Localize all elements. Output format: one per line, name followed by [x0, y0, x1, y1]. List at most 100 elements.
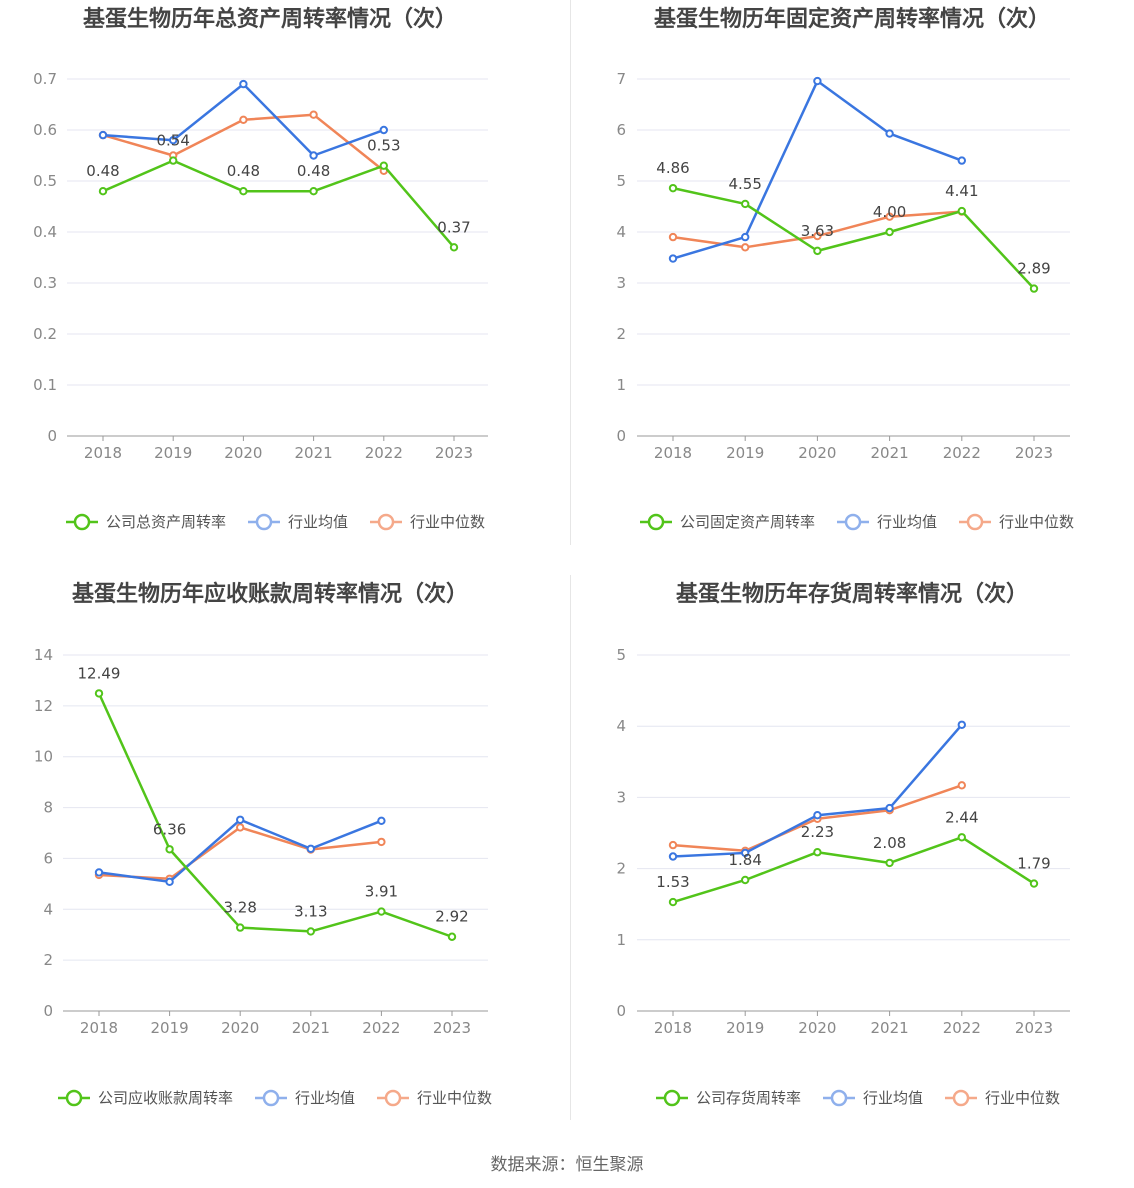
y-tick-label: 5 [616, 172, 626, 190]
y-tick-label: 4 [43, 900, 53, 918]
data-point-company [813, 246, 822, 256]
data-point-company [449, 243, 459, 252]
data-source-footer: 数据来源：恒生聚源 [490, 1155, 644, 1175]
data-point-company [1029, 879, 1039, 888]
chart-panel-3: 基蛋生物历年应收账款周转率情况（次） 0 2 4 6 8 10 12 14 2018 2019 202… [34, 581, 492, 1107]
x-tick-label: 2019 [726, 1019, 764, 1037]
x-tick-label: 2022 [362, 1019, 400, 1037]
data-point-median [236, 823, 245, 832]
data-label: 3.63 [801, 222, 834, 240]
data-point-company [306, 927, 315, 936]
chart-panel-2: 基蛋生物历年固定资产周转率情况（次） 0 1 2 3 4 5 6 7 2018 2019 2020 20… [616, 6, 1074, 531]
y-tick-label: 3 [616, 274, 626, 292]
x-tick-label: 2022 [365, 444, 403, 462]
data-label: 2.44 [945, 808, 978, 826]
data-label: 4.55 [728, 175, 761, 193]
data-point-avg [668, 254, 678, 263]
data-point-company [957, 206, 966, 216]
data-label: 0.37 [437, 218, 470, 236]
x-tick-label: 2020 [798, 1019, 836, 1037]
data-point-avg [94, 868, 104, 877]
data-point-company [668, 183, 678, 193]
data-point-avg [236, 815, 245, 824]
y-tick-label: 0 [43, 1002, 53, 1020]
y-tick-label: 6 [616, 121, 626, 139]
data-label: 1.84 [728, 851, 761, 869]
y-tick-label: 0.3 [33, 274, 57, 292]
data-point-company [169, 156, 178, 165]
data-point-avg [957, 156, 966, 165]
data-point-median [377, 837, 386, 847]
data-label: 1.53 [656, 873, 689, 891]
x-tick-label: 2023 [1015, 1019, 1053, 1037]
legend-marker-avg [255, 513, 273, 531]
data-point-median [668, 840, 678, 850]
x-tick-label: 2020 [224, 444, 262, 462]
x-tick-label: 2020 [798, 444, 836, 462]
data-point-avg [813, 76, 822, 86]
data-label: 4.41 [945, 182, 978, 200]
legend-marker-company [647, 513, 665, 531]
data-label: 2.08 [873, 834, 906, 852]
data-point-company [377, 907, 386, 916]
data-label: 0.53 [367, 137, 400, 155]
legend-marker-median [966, 513, 984, 531]
y-tick-label: 0 [616, 427, 626, 445]
x-tick-label: 2020 [221, 1019, 259, 1037]
data-point-median [813, 231, 822, 241]
chart-title: 基蛋生物历年应收账款周转率情况（次） [72, 581, 468, 607]
data-point-avg [98, 130, 108, 140]
y-tick-label: 0.2 [33, 325, 57, 343]
data-point-company [957, 833, 966, 842]
series-line-median [98, 826, 382, 881]
legend-label-avg: 行业均值 [295, 1089, 355, 1107]
y-tick-label: 4 [616, 717, 626, 735]
x-tick-label: 2022 [943, 444, 981, 462]
data-point-avg [957, 720, 966, 729]
y-tick-label: 2 [43, 951, 53, 969]
legend-marker-avg [844, 513, 862, 531]
data-point-median [668, 232, 678, 242]
legend-label-avg: 行业均值 [877, 513, 937, 531]
series-line-company [102, 159, 455, 249]
data-label: 2.89 [1017, 260, 1050, 278]
legend-label-median: 行业中位数 [985, 1089, 1060, 1107]
y-tick-label: 0.5 [33, 172, 57, 190]
chart-title: 基蛋生物历年总资产周转率情况（次） [83, 6, 457, 32]
data-point-avg [885, 803, 894, 813]
x-tick-label: 2021 [871, 1019, 909, 1037]
legend-label-avg: 行业均值 [863, 1089, 923, 1107]
panel-divider-bottom [570, 575, 571, 1120]
data-label: 0.48 [227, 162, 260, 180]
legend-marker-median [377, 513, 395, 531]
data-point-avg [306, 844, 315, 853]
data-point-company [885, 858, 894, 868]
legend-marker-median [384, 1089, 402, 1107]
legend-marker-company [663, 1089, 681, 1107]
y-tick-label: 4 [616, 223, 626, 241]
data-label: 0.48 [86, 162, 119, 180]
y-tick-label: 2 [616, 325, 626, 343]
data-point-median [309, 110, 318, 119]
legend-marker-company [65, 1089, 83, 1107]
y-tick-label: 3 [616, 788, 626, 806]
data-point-avg [169, 136, 178, 145]
x-tick-label: 2018 [80, 1019, 118, 1037]
panel-divider-top [570, 0, 571, 545]
x-tick-label: 2018 [84, 444, 122, 462]
data-label: 3.28 [223, 899, 256, 917]
legend-label-median: 行业中位数 [999, 513, 1074, 531]
data-label: 3.91 [365, 883, 398, 901]
x-tick-label: 2023 [435, 444, 473, 462]
y-tick-label: 14 [34, 646, 53, 664]
series-line-company [97, 692, 453, 938]
legend-marker-median [952, 1089, 970, 1107]
legend-label-company: 公司存货周转率 [696, 1089, 801, 1107]
y-tick-label: 0.6 [33, 121, 57, 139]
data-point-company [165, 845, 174, 854]
data-point-avg [379, 125, 388, 135]
x-tick-label: 2023 [1015, 444, 1053, 462]
series-line-company [672, 836, 1035, 904]
x-tick-label: 2018 [654, 1019, 692, 1037]
